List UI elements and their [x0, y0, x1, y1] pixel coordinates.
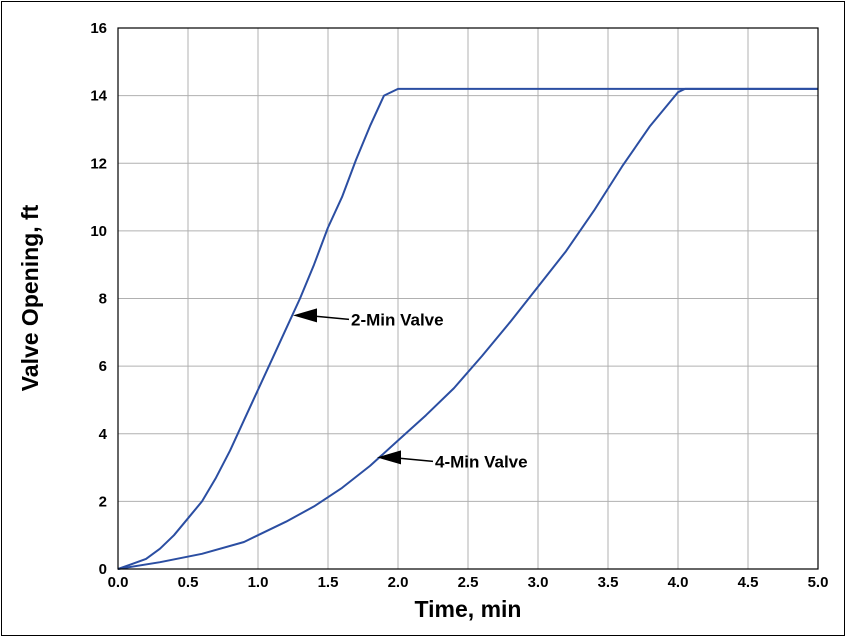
series-line-4-min-valve	[117, 87, 818, 570]
y-axis-title: Valve Opening, ft	[17, 204, 43, 391]
x-tick-label: 0.5	[178, 574, 199, 591]
y-tick-labels: 0 2 4 6 8 10 12 14 16	[90, 20, 107, 578]
annotation-arrow-head	[377, 450, 401, 465]
series-lines	[117, 87, 818, 570]
x-tick-label: 2.5	[458, 574, 479, 591]
y-tick-label: 12	[90, 155, 107, 172]
y-tick-label: 4	[99, 426, 108, 443]
plot-border	[117, 27, 819, 570]
series-line-2-min-valve	[117, 87, 818, 570]
x-tick-label: 1.0	[248, 574, 269, 591]
annotation-arrow-line	[400, 457, 434, 463]
x-tick-label: 0.0	[108, 574, 129, 591]
annotation-arrow-head	[293, 308, 317, 323]
x-tick-label: 5.0	[808, 574, 829, 591]
x-axis-title: Time, min	[415, 596, 522, 622]
annotation-label: 4-Min Valve	[435, 452, 528, 471]
x-tick-label: 4.5	[738, 574, 759, 591]
annotation-arrow-line	[316, 315, 350, 321]
x-tick-label: 4.0	[668, 574, 689, 591]
x-tick-label: 1.5	[318, 574, 339, 591]
y-tick-label: 2	[99, 493, 107, 510]
annotations: 2-Min Valve 4-Min Valve	[293, 308, 528, 471]
x-tick-label: 3.0	[528, 574, 549, 591]
y-tick-label: 8	[99, 291, 107, 308]
x-tick-label: 3.5	[598, 574, 619, 591]
y-tick-label: 14	[90, 88, 107, 105]
y-tick-label: 6	[99, 358, 107, 375]
x-tick-label: 2.0	[388, 574, 409, 591]
annotation-label: 2-Min Valve	[351, 310, 444, 329]
x-tick-labels: 0.0 0.5 1.0 1.5 2.0 2.5 3.0 3.5 4.0 4.5 5.0	[108, 574, 829, 591]
y-tick-label: 0	[99, 561, 107, 578]
y-tick-label: 10	[90, 223, 107, 240]
y-tick-label: 16	[90, 20, 107, 37]
